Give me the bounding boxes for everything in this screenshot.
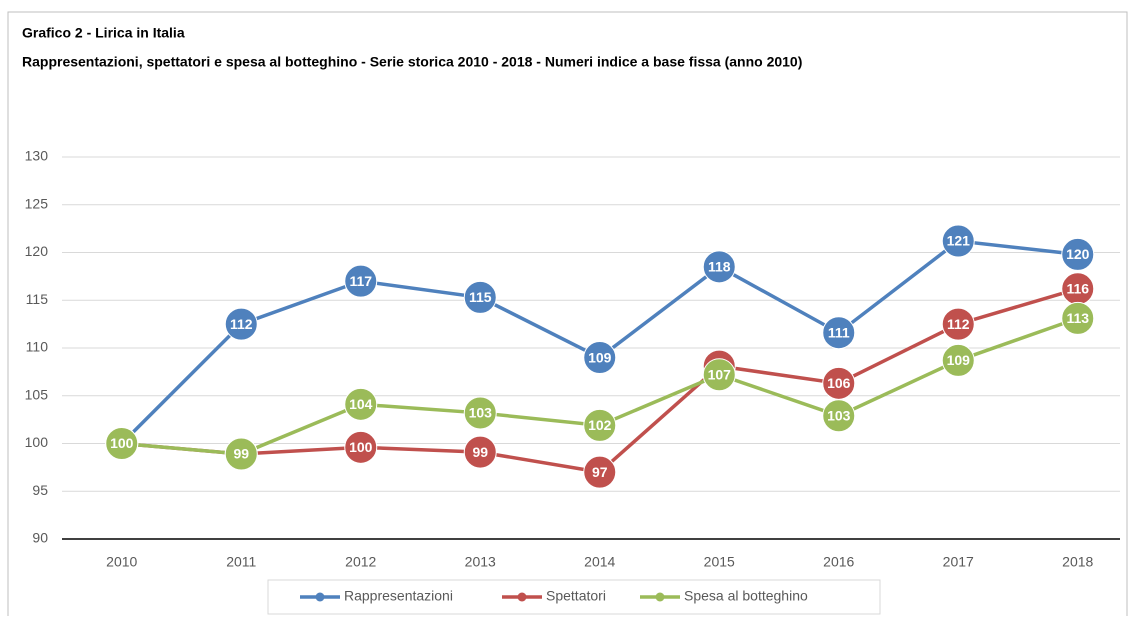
x-tick-label: 2013: [465, 554, 496, 570]
data-point: [344, 387, 378, 421]
chart-subtitle: Rappresentazioni, spettatori e spesa al …: [22, 54, 802, 70]
data-point: [344, 264, 378, 298]
legend-label: Spettatori: [546, 588, 606, 604]
y-tick-label: 90: [32, 530, 48, 546]
data-label: 107: [708, 366, 732, 382]
data-label: 100: [349, 439, 373, 455]
data-label: 99: [233, 446, 249, 462]
x-tick-label: 2011: [226, 554, 256, 570]
y-tick-label: 125: [25, 195, 49, 211]
chart-title: Grafico 2 - Lirica in Italia: [22, 25, 185, 41]
legend-box: [267, 579, 881, 615]
legend-label: Spesa al botteghino: [684, 588, 808, 604]
data-point: [822, 399, 856, 433]
x-tick-label: 2010: [106, 554, 137, 570]
data-label: 112: [947, 316, 970, 332]
y-tick-label: 105: [25, 386, 49, 402]
data-point: [702, 250, 736, 284]
data-point: [224, 307, 258, 341]
data-label: 99: [472, 444, 488, 460]
data-label: 117: [349, 273, 372, 289]
data-point: [822, 316, 856, 350]
x-tick-label: 2014: [584, 554, 615, 570]
data-point: [941, 307, 975, 341]
data-label: 116: [1066, 280, 1089, 296]
data-label: 109: [947, 352, 971, 368]
data-label: 118: [708, 259, 731, 275]
data-point: [463, 280, 497, 314]
data-label: 102: [588, 417, 612, 433]
y-tick-label: 115: [26, 291, 49, 307]
y-tick-label: 130: [25, 148, 49, 164]
data-label: 104: [349, 396, 373, 412]
data-point: [941, 343, 975, 377]
y-tick-label: 95: [32, 482, 48, 498]
data-label: 109: [588, 349, 612, 365]
data-point: [344, 430, 378, 464]
data-point: [463, 435, 497, 469]
data-label: 111: [828, 324, 850, 340]
legend-marker: [315, 592, 325, 602]
data-label: 103: [827, 408, 851, 424]
x-tick-label: 2012: [345, 554, 376, 570]
x-tick-label: 2016: [823, 554, 854, 570]
legend-marker: [517, 592, 527, 602]
legend-marker: [655, 592, 665, 602]
data-label: 113: [1066, 310, 1089, 326]
data-label: 103: [469, 405, 493, 421]
data-point: [463, 396, 497, 430]
data-point: [1061, 237, 1095, 271]
data-point: [1061, 301, 1095, 335]
data-point: [105, 427, 139, 460]
x-tick-label: 2015: [704, 554, 735, 570]
data-point: [583, 455, 617, 489]
data-point: [941, 224, 975, 258]
y-tick-label: 100: [25, 434, 49, 450]
data-label: 120: [1066, 246, 1090, 262]
data-point: [583, 408, 617, 442]
data-point: [224, 437, 258, 471]
x-tick-label: 2017: [943, 554, 974, 570]
chart-frame: [7, 11, 1128, 621]
data-point: [583, 341, 617, 375]
data-label: 112: [230, 316, 253, 332]
data-label: 100: [110, 435, 134, 451]
data-label: 97: [592, 464, 608, 480]
x-tick-label: 2018: [1062, 554, 1093, 570]
y-tick-label: 110: [26, 339, 49, 355]
data-point: [702, 358, 736, 392]
data-label: 121: [947, 233, 971, 249]
y-tick-label: 120: [25, 243, 49, 259]
data-label: 106: [827, 375, 851, 391]
legend-label: Rappresentazioni: [344, 588, 453, 604]
data-label: 115: [469, 289, 492, 305]
